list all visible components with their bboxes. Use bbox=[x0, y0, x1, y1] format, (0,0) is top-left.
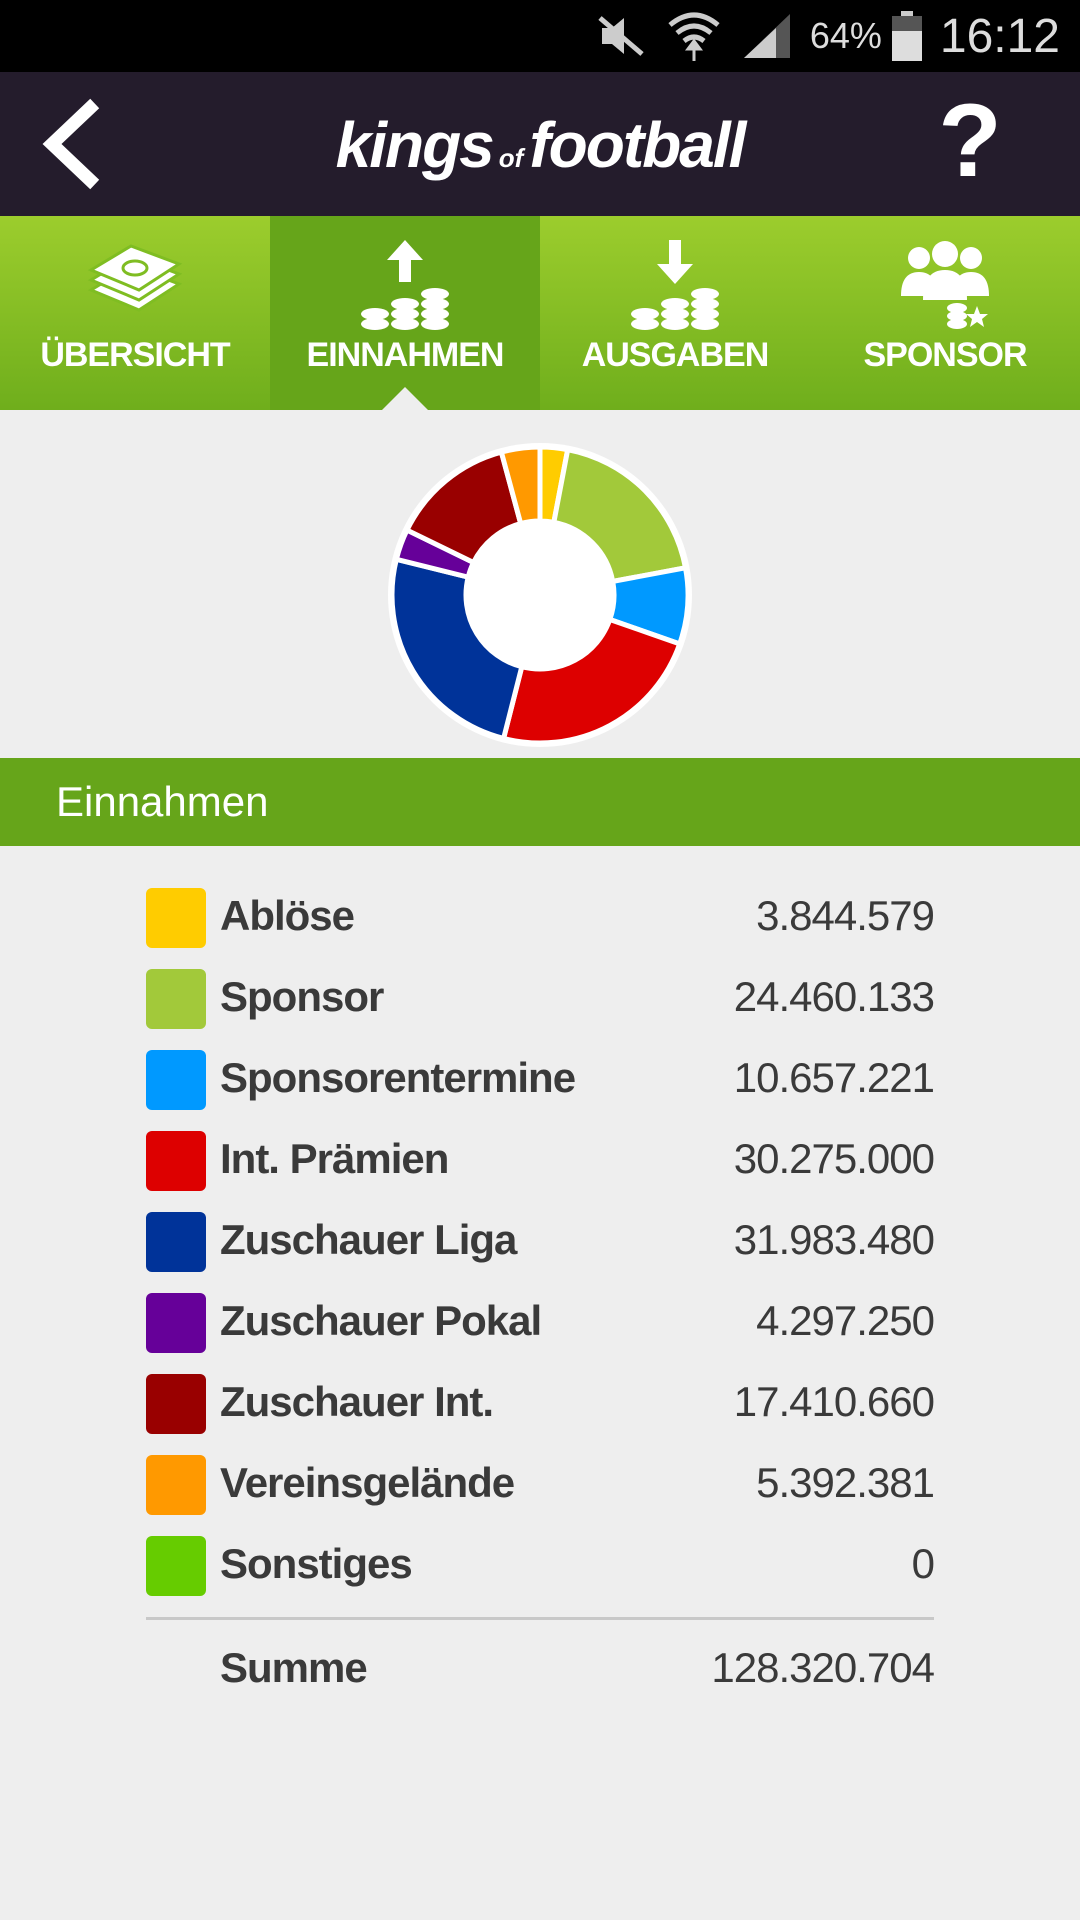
mute-icon bbox=[596, 14, 646, 58]
color-swatch bbox=[146, 888, 206, 948]
color-swatch bbox=[146, 1050, 206, 1110]
item-value: 24.460.133 bbox=[733, 973, 935, 1020]
item-label: Sponsorentermine bbox=[220, 1054, 576, 1101]
income-list: Ablöse 3.844.579 Sponsor 24.460.133 Sponsore… bbox=[146, 886, 935, 1615]
tab-label: AUSGABEN bbox=[581, 336, 770, 374]
list-item: Sonstiges 0 bbox=[146, 1534, 935, 1615]
tab-einnahmen[interactable]: EINNAHMEN bbox=[270, 216, 540, 411]
battery-icon bbox=[891, 11, 922, 61]
item-label: Int. Prämien bbox=[220, 1135, 449, 1182]
item-label: Sonstiges bbox=[220, 1540, 413, 1587]
active-tab-pointer bbox=[381, 387, 429, 411]
list-item: Sponsorentermine 10.657.221 bbox=[146, 1048, 935, 1129]
item-label: Zuschauer Pokal bbox=[220, 1297, 542, 1344]
status-bar: 64% 16:12 bbox=[0, 0, 1080, 72]
color-swatch bbox=[146, 969, 206, 1029]
item-value: 4.297.250 bbox=[756, 1297, 935, 1344]
donut-chart bbox=[388, 443, 692, 747]
section-title: Einnahmen bbox=[56, 778, 269, 825]
color-swatch bbox=[146, 1131, 206, 1191]
item-label: Ablöse bbox=[220, 892, 355, 939]
coins-up-icon bbox=[270, 238, 540, 334]
section-header: Einnahmen bbox=[0, 758, 1080, 846]
tab-bar: ÜBERSICHT EINNAHMEN bbox=[0, 216, 1080, 411]
donut-hole bbox=[466, 521, 614, 669]
item-value: 31.983.480 bbox=[733, 1216, 935, 1263]
item-value: 0 bbox=[911, 1540, 935, 1587]
help-button[interactable]: ? bbox=[938, 83, 1002, 199]
tab-label: EINNAHMEN bbox=[306, 336, 505, 374]
list-item: Ablöse 3.844.579 bbox=[146, 886, 935, 967]
list-item: Vereinsgelände 5.392.381 bbox=[146, 1453, 935, 1534]
item-label: Vereinsgelände bbox=[220, 1459, 515, 1506]
total-value: 128.320.704 bbox=[711, 1644, 935, 1691]
item-label: Zuschauer Liga bbox=[220, 1216, 517, 1263]
color-swatch bbox=[146, 1212, 206, 1272]
money-stack-icon bbox=[0, 238, 270, 334]
divider bbox=[146, 1617, 934, 1620]
coins-down-icon bbox=[540, 238, 810, 334]
item-value: 17.410.660 bbox=[733, 1378, 935, 1425]
tab-label: SPONSOR bbox=[863, 336, 1027, 374]
sponsor-people-icon bbox=[810, 238, 1080, 334]
item-value: 5.392.381 bbox=[756, 1459, 935, 1506]
back-button[interactable] bbox=[30, 94, 130, 194]
income-chart bbox=[0, 410, 1080, 758]
battery-percent: 64% bbox=[809, 15, 882, 56]
tab-sponsor[interactable]: SPONSOR bbox=[810, 216, 1080, 410]
color-swatch bbox=[146, 1374, 206, 1434]
tab-label: ÜBERSICHT bbox=[40, 336, 230, 374]
list-item: Zuschauer Liga 31.983.480 bbox=[146, 1210, 935, 1291]
app-header: kings offootball ? bbox=[0, 72, 1080, 216]
list-item: Zuschauer Int. 17.410.660 bbox=[146, 1372, 935, 1453]
list-item: Zuschauer Pokal 4.297.250 bbox=[146, 1291, 935, 1372]
item-value: 10.657.221 bbox=[733, 1054, 935, 1101]
color-swatch bbox=[146, 1455, 206, 1515]
color-swatch bbox=[146, 1293, 206, 1353]
item-label: Sponsor bbox=[220, 973, 384, 1020]
tab-ausgaben[interactable]: AUSGABEN bbox=[540, 216, 810, 410]
total-label: Summe bbox=[220, 1644, 368, 1691]
item-value: 3.844.579 bbox=[756, 892, 935, 939]
list-item: Int. Prämien 30.275.000 bbox=[146, 1129, 935, 1210]
list-item: Sponsor 24.460.133 bbox=[146, 967, 935, 1048]
clock: 16:12 bbox=[939, 9, 1060, 63]
chevron-left-icon bbox=[42, 98, 100, 190]
signal-icon bbox=[742, 12, 792, 60]
app-logo: kings offootball bbox=[335, 109, 747, 181]
item-value: 30.275.000 bbox=[733, 1135, 935, 1182]
tab-uebersicht[interactable]: ÜBERSICHT bbox=[0, 216, 270, 410]
wifi-icon bbox=[668, 9, 720, 63]
item-label: Zuschauer Int. bbox=[220, 1378, 494, 1425]
color-swatch bbox=[146, 1536, 206, 1596]
